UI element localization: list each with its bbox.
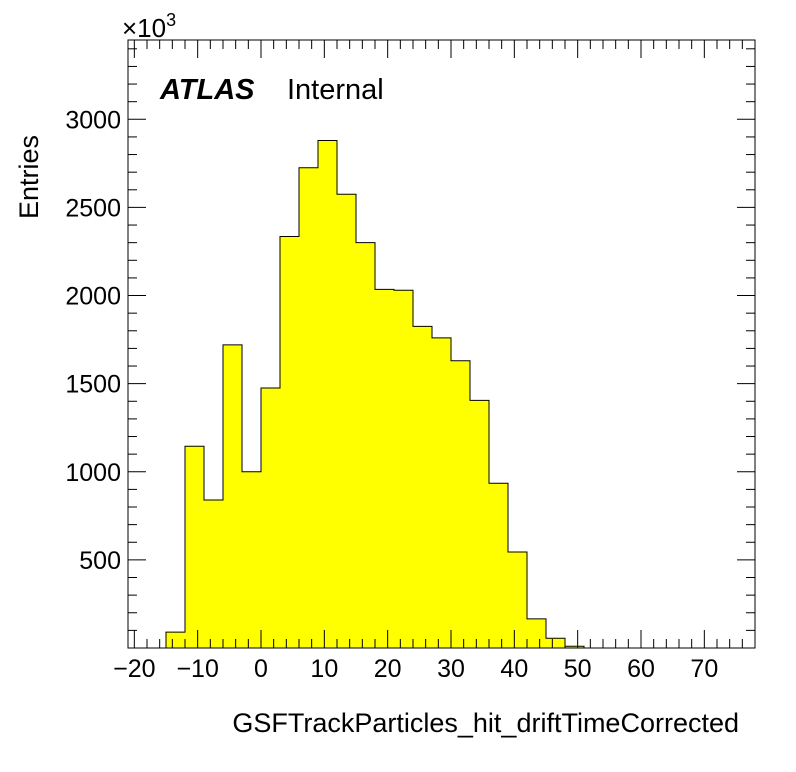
histogram-bar	[527, 618, 546, 648]
histogram-bar	[204, 499, 223, 648]
histogram-bar	[375, 289, 394, 648]
x-tick-label: 60	[627, 655, 655, 683]
histogram-bar	[413, 326, 432, 648]
y-multiplier-exponent: 3	[166, 10, 176, 30]
histogram-bars	[165, 139, 641, 649]
x-tick-label: 40	[500, 655, 528, 683]
x-tick-label: 50	[564, 655, 592, 683]
histogram-bar	[565, 646, 584, 648]
atlas-label: ATLAS	[159, 74, 255, 106]
y-tick-labels: 500 1000 1500 2000 2500 3000	[65, 106, 121, 575]
x-tick-labels: −20 −10 0 10 20 30 40 50 60 70	[113, 655, 718, 683]
histogram-outline	[165, 139, 641, 649]
histogram-bar	[337, 194, 356, 649]
y-tick-label: 2500	[65, 194, 121, 222]
histogram-bar	[356, 242, 375, 648]
histogram-bar	[394, 290, 413, 648]
histogram-bar	[489, 483, 508, 648]
x-tick-label: 10	[310, 655, 338, 683]
histogram-bar	[508, 551, 527, 648]
axis-ticks	[128, 40, 755, 648]
histogram-bar	[261, 388, 280, 648]
plot-frame	[127, 39, 756, 649]
y-tick-label: 1000	[65, 459, 121, 487]
x-tick-label: −20	[113, 655, 155, 683]
y-tick-label: 2000	[65, 283, 121, 311]
histogram-bar	[166, 632, 185, 648]
histogram-bar	[432, 337, 451, 648]
x-tick-label: −10	[176, 655, 218, 683]
histogram-bar	[223, 344, 242, 648]
atlas-status: Internal	[287, 74, 384, 106]
x-tick-label: 0	[254, 655, 268, 683]
histogram-bar	[318, 140, 337, 648]
histogram-bar	[299, 167, 318, 648]
y-tick-label: 1500	[65, 371, 121, 399]
histogram-bar	[546, 638, 565, 648]
y-tick-label: 500	[79, 547, 121, 575]
histogram-bar	[242, 471, 261, 648]
histogram-bar	[185, 446, 204, 648]
x-tick-label: 20	[374, 655, 402, 683]
y-multiplier-label: ×103	[122, 10, 176, 43]
x-axis-title: GSFTrackParticles_hit_driftTimeCorrected	[232, 708, 739, 738]
x-tick-label: 30	[437, 655, 465, 683]
y-axis-title: Entries	[14, 135, 44, 219]
histogram-bar	[280, 236, 299, 649]
x-tick-label: 70	[690, 655, 718, 683]
y-tick-label: 3000	[65, 106, 121, 134]
histogram-bar	[470, 400, 489, 648]
histogram-bar	[451, 360, 470, 648]
